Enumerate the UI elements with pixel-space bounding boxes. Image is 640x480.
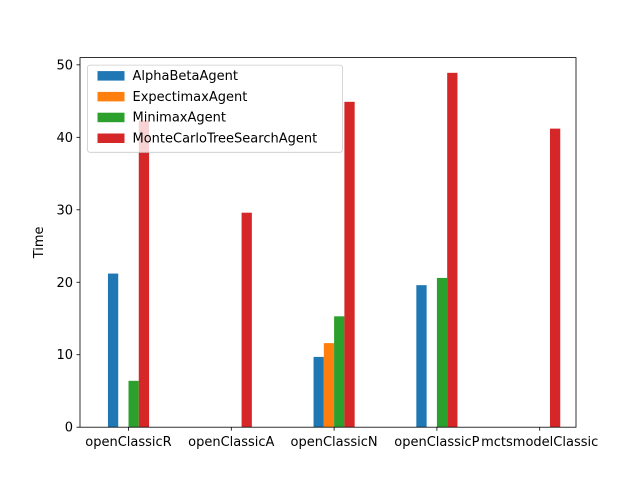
bar-MonteCarloTreeSearchAgent-openClassicP <box>447 72 458 428</box>
bar-MonteCarloTreeSearchAgent-openClassicN <box>344 101 355 428</box>
legend: AlphaBetaAgent ExpectimaxAgent MinimaxAgen… <box>87 64 343 153</box>
legend-swatch <box>97 112 125 123</box>
legend-item: MonteCarloTreeSearchAgent <box>97 132 318 147</box>
bar-AlphaBetaAgent-openClassicP <box>416 285 427 428</box>
x-axis: openClassicR openClassicA openClassicN open… <box>85 427 598 450</box>
legend-label: AlphaBetaAgent <box>133 69 238 84</box>
bar-MonteCarloTreeSearchAgent-openClassicR <box>138 120 150 428</box>
y-tick-label: 50 <box>56 58 73 73</box>
legend-item: AlphaBetaAgent <box>97 69 238 84</box>
y-tick-label: 40 <box>56 131 73 146</box>
y-tick-label: 10 <box>56 348 73 363</box>
y-tick-label: 20 <box>56 276 73 291</box>
y-tick-label: 0 <box>65 421 73 436</box>
bars-layer <box>107 72 561 428</box>
legend-item: ExpectimaxAgent <box>97 90 248 105</box>
legend-label: MonteCarloTreeSearchAgent <box>133 132 318 147</box>
x-tick-label: mctsmodelClassic <box>481 435 598 450</box>
y-tick-label: 30 <box>56 203 73 218</box>
y-axis: 0 10 20 30 40 50 <box>56 58 80 436</box>
bar-MonteCarloTreeSearchAgent-mctsmodelClassic <box>549 128 561 428</box>
legend-swatch <box>97 71 125 81</box>
series-MonteCarloTreeSearchAgent <box>138 72 561 428</box>
x-tick-label: openClassicA <box>188 435 274 450</box>
legend-box <box>87 64 343 153</box>
bar-AlphaBetaAgent-openClassicR <box>107 273 119 428</box>
legend-label: ExpectimaxAgent <box>133 90 248 105</box>
x-tick-label: openClassicN <box>291 435 378 450</box>
bar-MinimaxAgent-openClassicR <box>128 380 139 428</box>
series-MinimaxAgent <box>128 277 448 428</box>
series-AlphaBetaAgent <box>107 273 427 428</box>
legend-label: MinimaxAgent <box>133 111 226 126</box>
legend-swatch <box>97 133 125 143</box>
bar-MonteCarloTreeSearchAgent-openClassicA <box>241 212 252 428</box>
bar-MinimaxAgent-openClassicP <box>436 277 448 428</box>
bar-MinimaxAgent-openClassicN <box>334 316 345 428</box>
x-tick-label: openClassicP <box>394 435 479 450</box>
series-ExpectimaxAgent <box>323 343 335 428</box>
x-tick-label: openClassicR <box>85 435 171 450</box>
bar-ExpectimaxAgent-openClassicN <box>323 343 335 428</box>
y-axis-label: Time <box>32 226 47 259</box>
legend-swatch <box>97 91 125 102</box>
plot-frame <box>79 57 577 428</box>
bar-AlphaBetaAgent-openClassicN <box>313 356 324 428</box>
legend-item: MinimaxAgent <box>97 111 226 126</box>
